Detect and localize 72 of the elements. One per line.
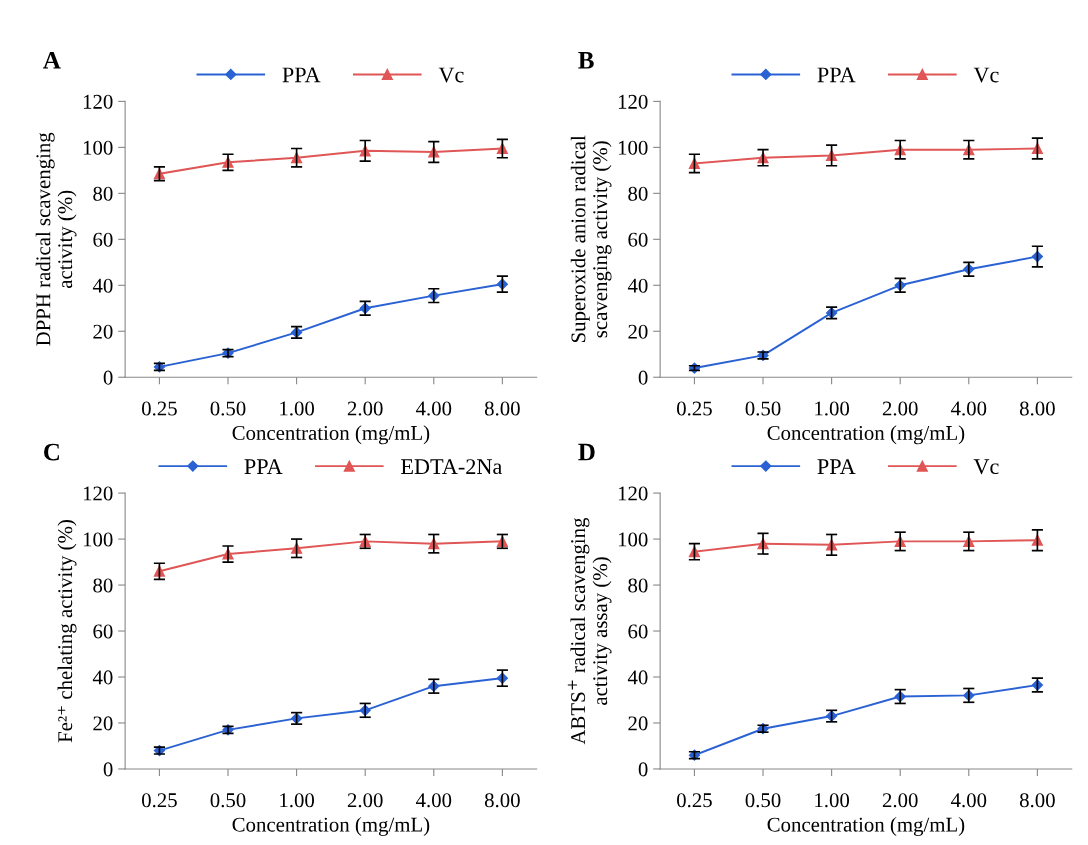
chart-title: B [578, 52, 594, 69]
y-tick-label: 60 [628, 232, 648, 247]
y-tick-label: 0 [103, 370, 113, 385]
y-axis-title: ABTS$^{+}$ radical scavenging activity assay (%) [567, 517, 612, 745]
x-tick-label: 4.00 [950, 401, 987, 416]
x-tick-label: 1.00 [280, 793, 315, 808]
y-tick-label: 40 [92, 670, 113, 685]
x-tick-label: 1.00 [815, 793, 850, 808]
y-axis-title: Superoxide anion radical scavenging activity (%) [570, 135, 612, 343]
chart-title: C [44, 443, 59, 461]
x-tick-label: 8.00 [484, 793, 520, 808]
legend-label: PPA [244, 459, 283, 474]
x-tick-label: 2.00 [347, 793, 383, 808]
y-tick-label: 0 [103, 762, 113, 777]
y-tick-label: 40 [627, 670, 648, 685]
y-tick-label: 120 [618, 94, 648, 109]
x-tick-label: 8.00 [1019, 401, 1055, 416]
legend-label: PPA [817, 459, 856, 474]
chart-title: D [578, 443, 595, 461]
y-tick-label: 80 [93, 186, 113, 201]
x-tick-label: 4.00 [415, 401, 452, 416]
x-axis-title: Concentration (mg/mL) [767, 425, 965, 445]
y-tick-label: 100 [618, 140, 648, 155]
y-tick-label: 80 [93, 578, 113, 593]
y-tick-label: 80 [628, 186, 648, 201]
y-tick-label: 120 [83, 486, 113, 501]
x-tick-label: 4.00 [415, 793, 452, 808]
y-tick-label: 60 [628, 624, 648, 639]
y-tick-label: 40 [92, 278, 113, 293]
x-tick-label: 1.00 [280, 401, 315, 416]
legend-label: EDTA-2Na [401, 459, 503, 475]
x-tick-label: 2.00 [882, 401, 918, 416]
x-tick-label: 8.00 [1019, 793, 1055, 808]
x-tick-label: 2.00 [347, 401, 383, 416]
legend-label: Vc [438, 67, 464, 83]
y-tick-label: 20 [93, 324, 113, 339]
y-tick-label: 20 [628, 324, 648, 339]
legend-label: Vc [973, 459, 999, 475]
y-tick-label: 100 [618, 532, 648, 547]
x-tick-label: 0.25 [676, 401, 712, 416]
x-tick-label: 8.00 [484, 401, 520, 416]
x-tick-label: 0.50 [745, 793, 781, 808]
y-tick-label: 120 [83, 94, 113, 109]
x-axis-title: Concentration (mg/mL) [232, 425, 430, 445]
y-tick-label: 80 [628, 578, 648, 593]
x-tick-label: 0.50 [210, 401, 246, 416]
legend-label: Vc [973, 67, 999, 83]
y-tick-label: 20 [628, 716, 648, 731]
x-tick-label: 1.00 [815, 401, 850, 416]
x-tick-label: 0.50 [745, 401, 781, 416]
y-tick-label: 100 [83, 532, 113, 547]
y-tick-label: 40 [627, 278, 648, 293]
y-axis-title: DPPH radical scavenging activity (%) [35, 132, 77, 346]
y-tick-label: 20 [93, 716, 113, 731]
y-tick-label: 120 [618, 486, 648, 501]
x-axis-title: Concentration (mg/mL) [232, 817, 430, 836]
x-tick-label: 4.00 [950, 793, 987, 808]
y-tick-label: 60 [93, 624, 113, 639]
y-tick-label: 100 [83, 140, 113, 155]
legend-label: PPA [282, 67, 321, 83]
x-tick-label: 0.25 [141, 793, 177, 808]
y-tick-label: 0 [638, 370, 648, 385]
y-tick-label: 0 [638, 762, 648, 777]
legend-label: PPA [817, 67, 856, 83]
x-tick-label: 2.00 [882, 793, 918, 808]
chart-title: A [43, 51, 61, 69]
x-tick-label: 0.25 [676, 793, 712, 808]
y-axis-title: Fe²⁺ chelating activity (%) [57, 520, 77, 743]
y-tick-label: 60 [93, 232, 113, 247]
x-axis-title: Concentration (mg/mL) [767, 817, 965, 836]
x-tick-label: 0.50 [210, 793, 246, 808]
x-tick-label: 0.25 [141, 401, 177, 416]
